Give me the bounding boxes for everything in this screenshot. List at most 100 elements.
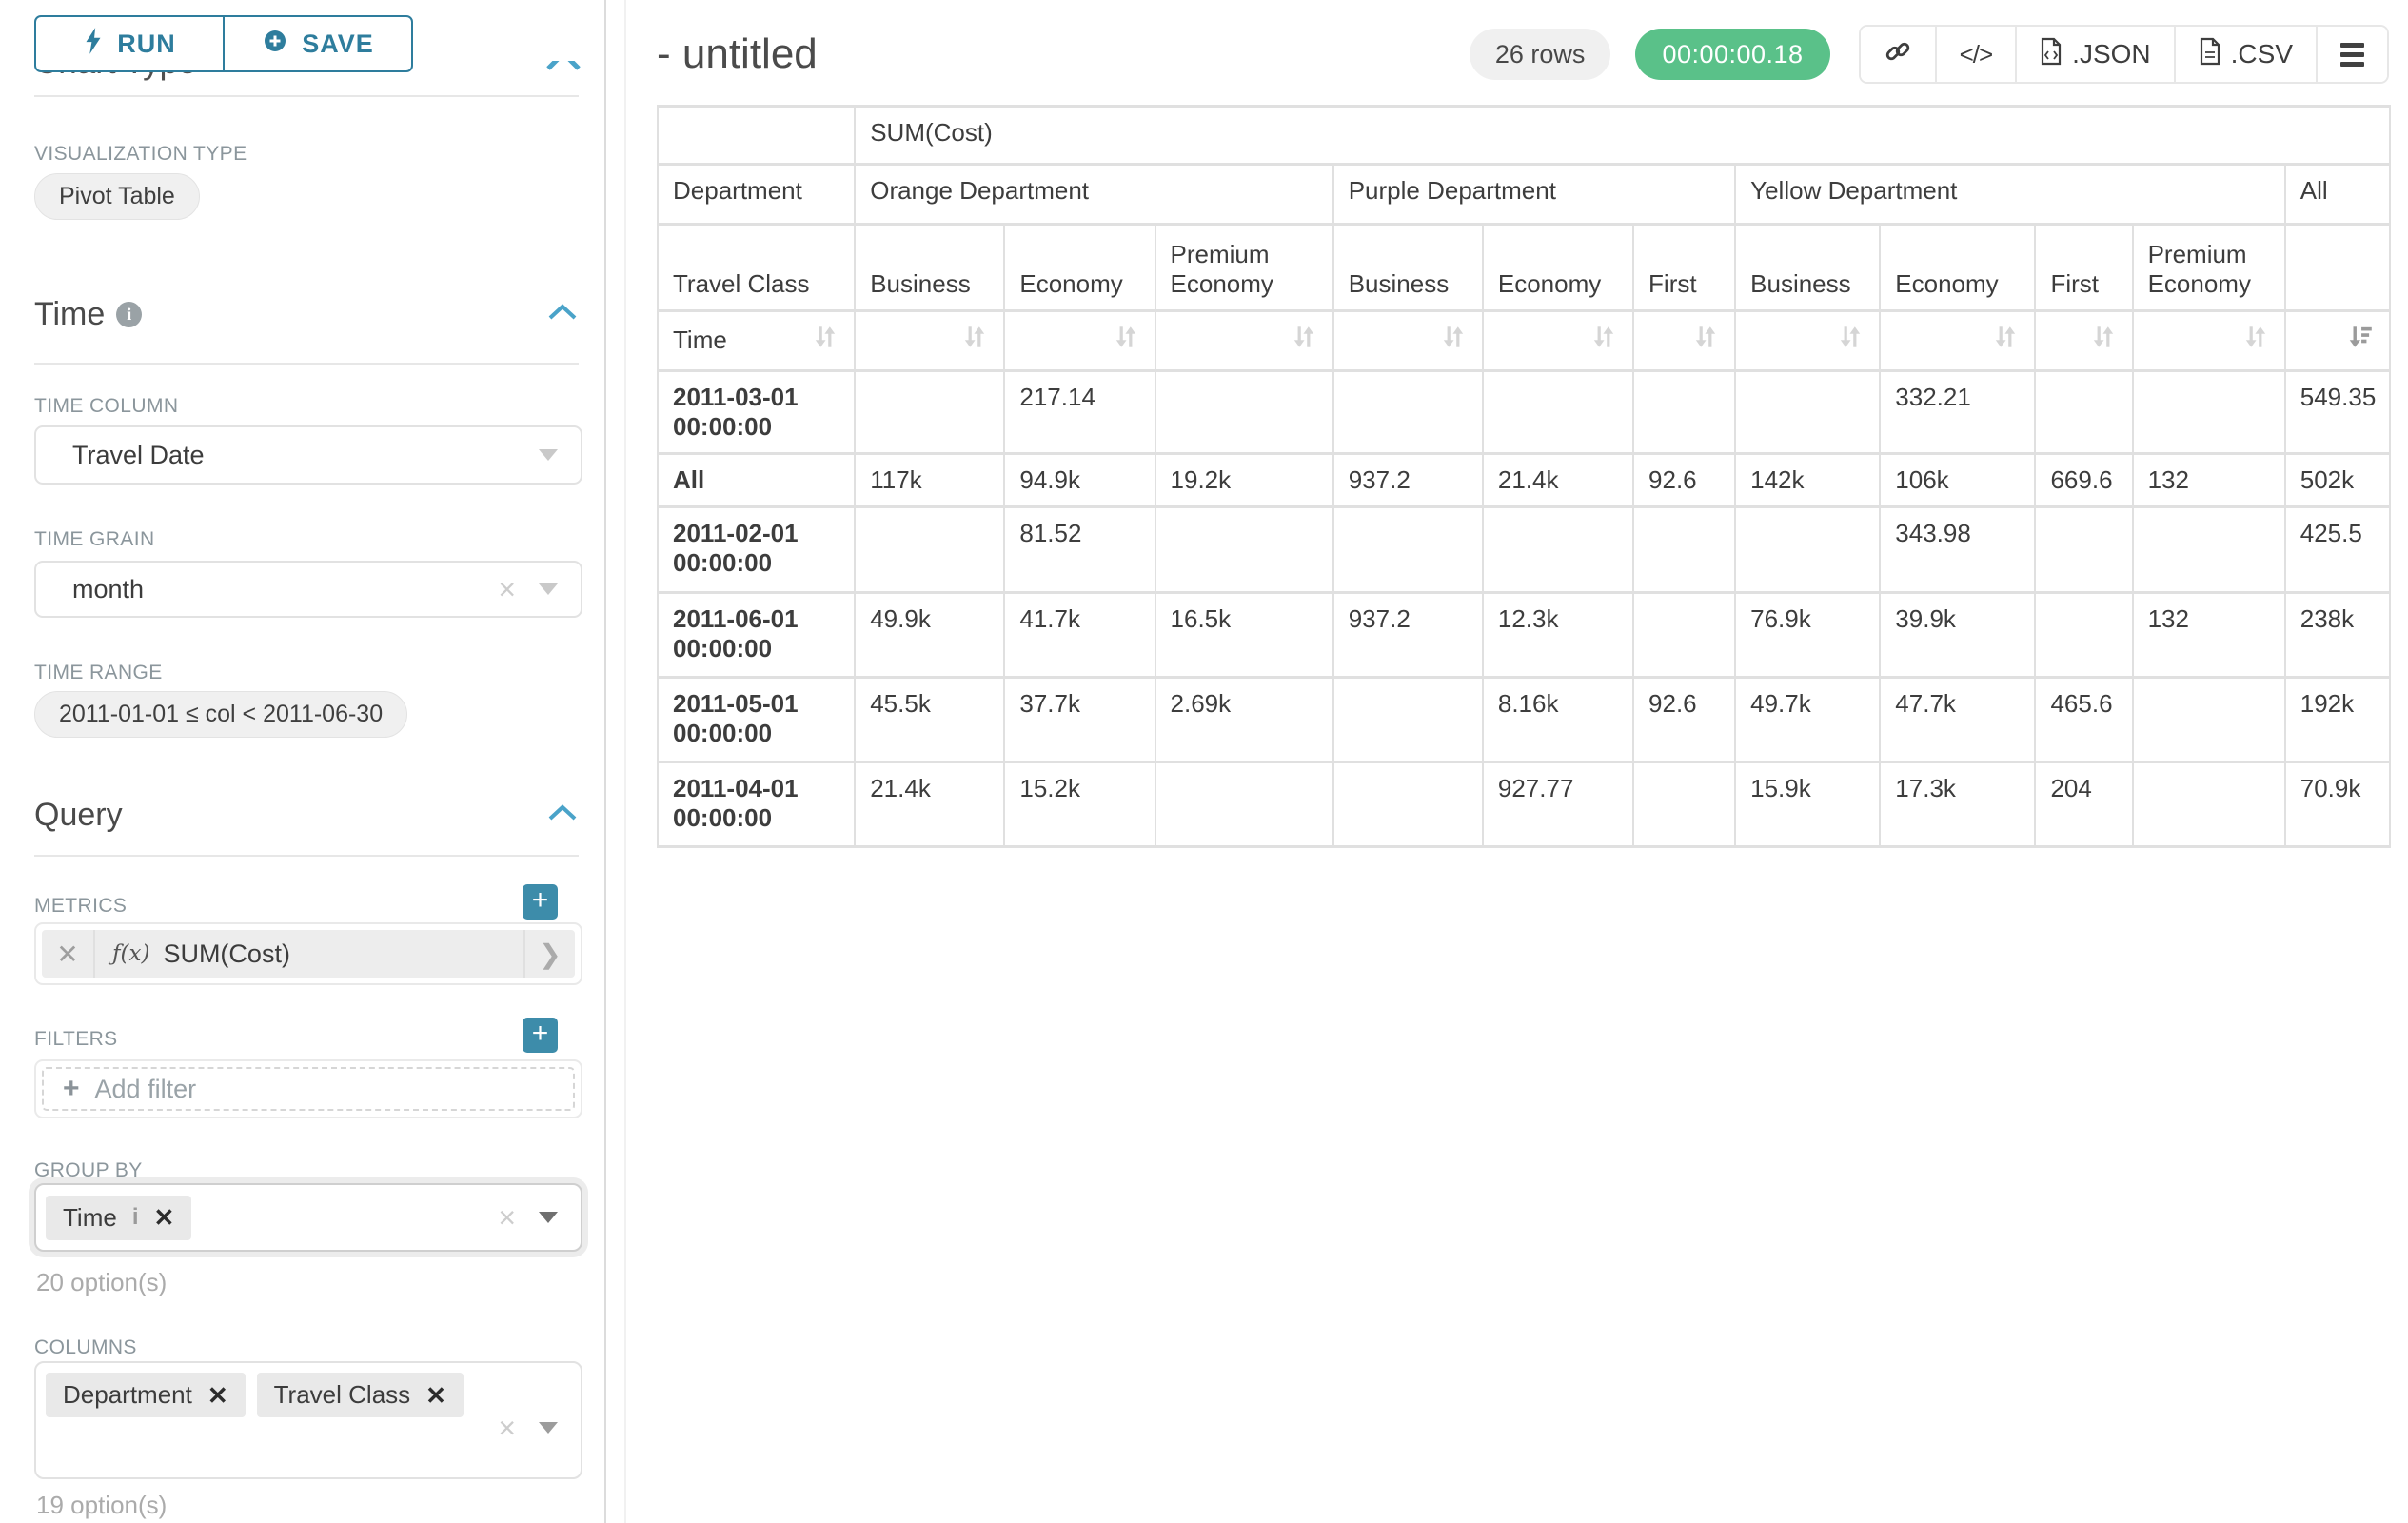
sort-icon[interactable] [1112, 323, 1140, 358]
pivot-value-cell: 669.6 [2036, 455, 2132, 505]
caret-down-icon[interactable] [539, 1212, 558, 1223]
add-filter-plus-button[interactable]: + [523, 1018, 558, 1053]
columns-options-hint: 19 option(s) [36, 1491, 168, 1519]
visualization-type-label: VISUALIZATION TYPE [34, 143, 247, 165]
pivot-value-cell [1634, 763, 1735, 845]
pivot-row-dimension-header: Department [659, 166, 855, 223]
row-count-badge: 26 rows [1469, 29, 1611, 80]
add-metric-button[interactable]: + [523, 884, 558, 920]
time-range-value: 2011-01-01 ≤ col < 2011-06-30 [59, 701, 384, 727]
query-duration-badge: 00:00:00.18 [1635, 29, 1830, 80]
selected-value-pill[interactable]: Time i ✕ [46, 1195, 192, 1240]
selected-value-pill[interactable]: Travel Class ✕ [256, 1373, 464, 1417]
sort-icon[interactable] [1589, 323, 1618, 358]
group-by-options-hint: 20 option(s) [36, 1268, 168, 1296]
pivot-class-header: Premium Economy [2133, 226, 2284, 309]
embed-code-button[interactable]: </> [1934, 27, 2016, 82]
pivot-value-cell [1333, 763, 1482, 845]
pivot-value-cell: 15.9k [1736, 763, 1880, 845]
query-section-header[interactable]: Query [34, 797, 579, 834]
visualization-type-pill[interactable]: Pivot Table [34, 173, 200, 220]
page-title[interactable]: - untitled [657, 30, 818, 77]
menu-button[interactable] [2316, 27, 2387, 82]
pivot-row-header: 2011-04-01 00:00:00 [659, 763, 855, 845]
pivot-column-group-header: Yellow Department [1736, 166, 2284, 223]
fx-icon: ƒ(x) [112, 941, 150, 966]
sort-icon[interactable] [2241, 323, 2270, 358]
sort-icon[interactable] [2089, 323, 2118, 358]
caret-down-icon[interactable] [539, 1422, 558, 1434]
columns-select[interactable]: Department ✕ Travel Class ✕ × [34, 1361, 582, 1479]
clear-icon[interactable]: × [498, 1200, 516, 1235]
sort-icon[interactable] [1991, 323, 2020, 358]
copy-link-button[interactable] [1860, 27, 1935, 82]
time-range-pill[interactable]: 2011-01-01 ≤ col < 2011-06-30 [34, 691, 408, 738]
pivot-value-cell [1634, 372, 1735, 452]
pivot-value-cell [1736, 508, 1880, 591]
pivot-sort-cell [2036, 312, 2132, 369]
chevron-up-icon[interactable] [543, 61, 584, 73]
sort-icon[interactable] [1290, 323, 1318, 358]
pivot-value-cell: 17.3k [1881, 763, 2035, 845]
divider [34, 95, 579, 97]
sort-icon[interactable] [960, 323, 989, 358]
sort-icon[interactable] [1439, 323, 1468, 358]
time-column-value: Travel Date [72, 440, 205, 469]
divider [34, 363, 579, 365]
pivot-value-cell: 81.52 [1005, 508, 1155, 591]
run-save-button-group: RUN SAVE [34, 15, 413, 72]
pivot-value-cell: 21.4k [1483, 455, 1633, 505]
sort-icon[interactable] [1691, 323, 1720, 358]
time-grain-select[interactable]: month × [34, 561, 582, 618]
plus-circle-icon [262, 28, 288, 61]
remove-pill-icon[interactable]: ✕ [207, 1380, 228, 1410]
pivot-sort-cell [856, 312, 1004, 369]
remove-pill-icon[interactable]: ✕ [153, 1203, 175, 1232]
pivot-sort-cell [1483, 312, 1633, 369]
pivot-value-cell [2133, 679, 2284, 761]
caret-down-icon[interactable] [539, 449, 558, 461]
chevron-up-icon[interactable] [546, 302, 579, 327]
sort-desc-icon[interactable] [2346, 323, 2375, 358]
sort-icon[interactable] [811, 323, 839, 358]
chevron-up-icon[interactable] [546, 802, 579, 828]
pivot-value-cell [2133, 763, 2284, 845]
caret-down-icon[interactable] [539, 583, 558, 595]
pivot-value-cell [1155, 372, 1332, 452]
remove-pill-icon[interactable]: ✕ [425, 1380, 446, 1410]
time-column-select[interactable]: Travel Date [34, 425, 582, 485]
pivot-data-row: 2011-06-01 00:00:00 49.9k 41.7k 16.5k 937.2 1… [659, 594, 2389, 676]
pivot-value-cell [1634, 508, 1735, 591]
pivot-value-cell: 12.3k [1483, 594, 1633, 676]
sort-icon[interactable] [1836, 323, 1865, 358]
add-filter-button[interactable]: + Add filter [42, 1067, 575, 1111]
selected-value-pill[interactable]: Department ✕ [46, 1373, 246, 1417]
pivot-value-cell [1634, 594, 1735, 676]
chevron-right-icon[interactable]: ❯ [523, 930, 575, 978]
pivot-value-cell: 937.2 [1333, 455, 1482, 505]
export-csv-button[interactable]: .CSV [2173, 27, 2316, 82]
save-button[interactable]: SAVE [223, 15, 413, 72]
pivot-row-header: 2011-06-01 00:00:00 [659, 594, 855, 676]
pivot-value-cell: 425.5 [2285, 508, 2389, 591]
run-button[interactable]: RUN [34, 15, 225, 72]
time-section-header[interactable]: Time i [34, 296, 579, 333]
pivot-table-container: SUM(Cost) Department Orange Department Purp… [657, 105, 2391, 848]
pivot-value-cell: 2.69k [1155, 679, 1332, 761]
pivot-value-cell: 927.77 [1483, 763, 1633, 845]
pivot-class-header: Business [1736, 226, 1880, 309]
pivot-sort-cell [1333, 312, 1482, 369]
clear-icon[interactable]: × [498, 1411, 516, 1445]
group-by-select[interactable]: Time i ✕ × [34, 1183, 582, 1252]
clear-icon[interactable]: × [498, 572, 516, 606]
pivot-value-cell: 41.7k [1005, 594, 1155, 676]
pivot-class-header: First [1634, 226, 1735, 309]
metric-pill[interactable]: ✕ ƒ(x) SUM(Cost) ❯ [42, 930, 575, 978]
time-range-label: TIME RANGE [34, 662, 163, 683]
export-toolbar: </> .JSON .CSV [1858, 25, 2389, 84]
pivot-value-cell: 332.21 [1881, 372, 2035, 452]
export-json-button[interactable]: .JSON [2015, 27, 2174, 82]
pivot-class-header [2285, 226, 2389, 309]
metrics-label: METRICS [34, 895, 128, 917]
remove-metric-icon[interactable]: ✕ [42, 930, 95, 978]
